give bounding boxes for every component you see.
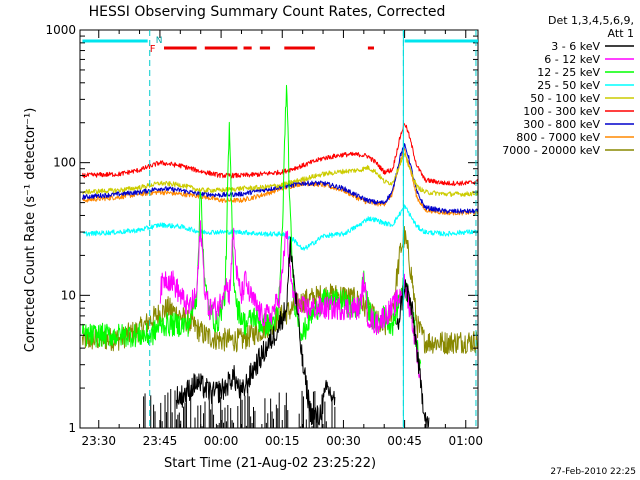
legend-label-7000-20000-kev: 7000 - 20000 keV bbox=[502, 144, 600, 157]
x-tick-label: 00:00 bbox=[204, 434, 239, 448]
legend-header-line-1: Det 1,3,4,5,6,9, bbox=[548, 14, 634, 27]
chart-title: HESSI Observing Summary Count Rates, Cor… bbox=[89, 4, 446, 20]
y-tick-label: 100 bbox=[53, 156, 76, 170]
y-axis-label: Corrected Count Rate (s⁻¹ detector⁻¹) bbox=[23, 108, 38, 353]
series-3-6-kev-spikes bbox=[143, 388, 336, 428]
x-tick-label: 23:45 bbox=[143, 434, 178, 448]
series-line-3-6-kev bbox=[175, 236, 430, 429]
x-axis-label: Start Time (21-Aug-02 23:25:22) bbox=[164, 456, 376, 471]
legend-label-3-6-kev: 3 - 6 keV bbox=[551, 40, 600, 53]
night-flag-label: N bbox=[156, 36, 163, 46]
x-tick-label: 00:30 bbox=[326, 434, 361, 448]
legend-label-300-800-kev: 300 - 800 keV bbox=[523, 118, 600, 131]
y-tick-label: 1000 bbox=[45, 23, 76, 37]
x-tick-label: 00:45 bbox=[387, 434, 422, 448]
legend-label-25-50-kev: 25 - 50 keV bbox=[537, 79, 600, 92]
series-line-50-100-kev bbox=[82, 152, 479, 197]
flare-flag-label: F bbox=[150, 44, 156, 55]
legend-label-6-12-kev: 6 - 12 keV bbox=[544, 53, 600, 66]
legend-label-100-300-kev: 100 - 300 keV bbox=[523, 105, 600, 118]
plot-area: 1 10 100 1000 23:30 23:45 00:00 00:15 00:30 00:45… bbox=[45, 23, 483, 448]
series-line-7000-20000-kev bbox=[81, 226, 479, 355]
x-tick-label: 23:30 bbox=[81, 434, 116, 448]
x-tick-label: 00:15 bbox=[265, 434, 300, 448]
x-tick-label: 01:00 bbox=[448, 434, 483, 448]
legend-label-50-100-kev: 50 - 100 keV bbox=[530, 92, 600, 105]
legend-label-800-7000-kev: 800 - 7000 keV bbox=[516, 131, 600, 144]
series-line-800-7000-kev bbox=[81, 148, 479, 216]
plot-frame bbox=[79, 29, 479, 429]
y-tick-label: 10 bbox=[61, 288, 76, 302]
series-line-12-25-kev bbox=[81, 84, 422, 371]
series-line-100-300-kev bbox=[81, 122, 479, 187]
date-stamp: 27-Feb-2010 22:25 bbox=[550, 467, 636, 477]
series-line-6-12-kev bbox=[159, 220, 422, 381]
legend-header-line-2: Att 1 bbox=[608, 27, 634, 40]
series-line-25-50-kev bbox=[82, 204, 479, 251]
legend-label-12-25-kev: 12 - 25 keV bbox=[537, 66, 600, 79]
y-tick-label: 1 bbox=[68, 421, 76, 435]
series-line-300-800-kev bbox=[81, 143, 479, 214]
